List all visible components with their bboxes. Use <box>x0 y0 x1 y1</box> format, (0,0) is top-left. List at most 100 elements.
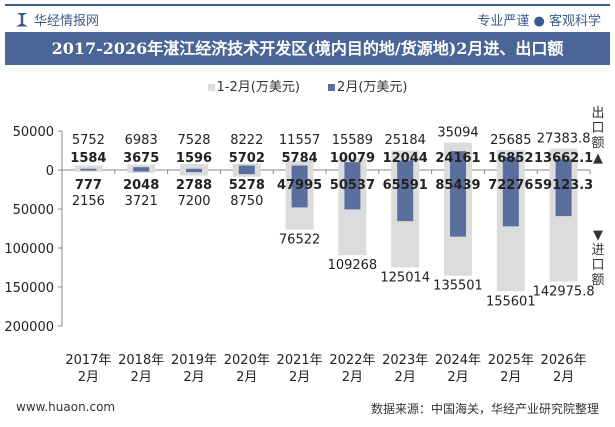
bar-import-month <box>555 170 572 217</box>
data-label-export-month: 12044 <box>383 151 428 166</box>
data-label-export-month: 13662.1 <box>534 151 593 166</box>
export-label: 出口额 <box>591 106 605 151</box>
x-tick-label-year: 2021年 <box>277 353 323 368</box>
y-tick-label: 100000 <box>4 242 54 257</box>
data-label-export-cumulative: 35094 <box>437 126 478 141</box>
data-label-import-cumulative: 109268 <box>328 258 378 273</box>
data-label-export-month: 1596 <box>176 151 212 166</box>
x-tick-label-year: 2018年 <box>118 353 164 368</box>
data-label-import-month: 47995 <box>277 178 322 193</box>
bar-export-cumulative <box>180 164 208 170</box>
y-tick-label: 0 <box>46 164 54 179</box>
legend-swatch-month <box>328 84 336 91</box>
data-label-import-month: 777 <box>75 178 102 193</box>
x-tick-label-year: 2023年 <box>382 353 428 368</box>
x-tick-label-year: 2025年 <box>488 353 534 368</box>
data-label-export-cumulative: 25685 <box>490 133 531 148</box>
data-label-import-month: 59123.3 <box>534 178 593 193</box>
data-label-import-cumulative: 135501 <box>433 279 483 294</box>
bar-export-month <box>344 162 361 170</box>
data-label-import-month: 2048 <box>123 178 159 193</box>
y-tick-label: 150000 <box>4 281 54 296</box>
x-tick-label-year: 2019年 <box>171 353 217 368</box>
data-label-export-month: 1584 <box>70 151 106 166</box>
data-label-import-month: 65591 <box>383 178 428 193</box>
x-tick-label-month: 2月 <box>395 370 416 385</box>
bar-export-month <box>133 167 150 170</box>
data-label-export-month: 5702 <box>229 151 265 166</box>
legend-swatch-cumulative <box>207 84 215 91</box>
data-label-export-cumulative: 25184 <box>385 133 426 148</box>
y-tick-label: 50000 <box>13 203 54 218</box>
top-rule <box>5 4 610 6</box>
data-label-export-cumulative: 6983 <box>125 133 158 148</box>
bar-export-month <box>80 168 97 170</box>
legend: 1-2月(万美元) 2月(万美元) <box>0 76 615 95</box>
data-label-import-cumulative: 7200 <box>177 194 210 209</box>
bar-export-month <box>291 165 308 170</box>
data-label-import-cumulative: 3721 <box>125 194 158 209</box>
bar-import-month <box>502 170 519 227</box>
y-tick-label: 200000 <box>4 320 54 335</box>
x-tick-label-year: 2026年 <box>541 353 587 368</box>
data-label-export-cumulative: 11557 <box>279 133 320 148</box>
data-label-export-month: 5784 <box>282 151 318 166</box>
legend-cumulative: 1-2月(万美元) <box>207 80 300 95</box>
data-label-export-month: 24161 <box>435 151 480 166</box>
bar-import-month <box>291 170 308 208</box>
footer-source: 数据来源：中国海关，华经产业研究院整理 <box>370 402 599 416</box>
data-label-export-cumulative: 27383.8 <box>537 132 591 147</box>
data-label-export-cumulative: 5752 <box>72 133 105 148</box>
legend-label: 1-2月(万美元) <box>216 80 300 95</box>
bar-import-month <box>450 170 466 237</box>
data-label-export-cumulative: 8222 <box>230 133 263 148</box>
x-tick-label-year: 2017年 <box>65 353 111 368</box>
data-label-export-cumulative: 7528 <box>177 133 210 148</box>
data-label-import-cumulative: 125014 <box>380 271 430 286</box>
legend-month: 2月(万美元) <box>328 80 407 95</box>
chart-title: 2017-2026年湛江经济技术开发区(境内目的地/货源地)2月进、出口额 <box>5 32 610 65</box>
down-arrow-icon: ▼ <box>593 228 603 243</box>
x-tick-label-month: 2月 <box>500 370 521 385</box>
bar-export-month <box>502 156 519 170</box>
bar-import-cumulative <box>74 170 103 172</box>
data-label-export-month: 16852 <box>488 151 533 166</box>
data-label-import-cumulative: 142975.8 <box>533 285 595 300</box>
bar-import-cumulative <box>180 170 208 176</box>
x-tick-label-year: 2020年 <box>224 353 270 368</box>
x-tick-label-month: 2月 <box>236 370 257 385</box>
x-tick-label-month: 2月 <box>289 370 310 385</box>
data-label-import-month: 5278 <box>229 178 265 193</box>
up-arrow-icon: ▲ <box>593 151 603 166</box>
x-tick-label-month: 2月 <box>183 370 204 385</box>
data-label-import-month: 85439 <box>435 178 480 193</box>
x-tick-label-month: 2月 <box>342 370 363 385</box>
slogan: 专业严谨 ● 客观科学 <box>477 14 601 29</box>
bar-import-month <box>133 170 150 172</box>
x-tick-label-year: 2024年 <box>435 353 481 368</box>
data-label-import-cumulative: 2156 <box>72 194 105 209</box>
data-label-export-cumulative: 15589 <box>332 133 373 148</box>
bar-import-month <box>238 170 255 175</box>
legend-label: 2月(万美元) <box>337 80 408 95</box>
data-label-import-month: 2788 <box>176 178 212 193</box>
bar-import-month <box>344 170 361 210</box>
import-side-label: ▼ 进口额 <box>591 228 605 288</box>
data-label-export-month: 10079 <box>330 151 375 166</box>
bar-export-cumulative <box>74 165 103 170</box>
brand-name: 华经情报网 <box>34 14 100 29</box>
x-tick-label-month: 2月 <box>131 370 152 385</box>
import-label: 进口额 <box>591 243 605 288</box>
brand: 华经情报网 <box>16 10 99 29</box>
x-tick-label-year: 2022年 <box>329 353 375 368</box>
data-label-import-month: 72276 <box>488 178 533 193</box>
bar-export-month <box>397 160 414 170</box>
footer-url: www.huaon.com <box>16 400 116 414</box>
bar-export-month <box>450 151 466 170</box>
data-label-export-month: 3675 <box>123 151 159 166</box>
bar-import-month <box>80 170 97 171</box>
x-tick-label-month: 2月 <box>78 370 99 385</box>
bar-export-month <box>238 165 255 170</box>
data-label-import-month: 50537 <box>330 178 375 193</box>
